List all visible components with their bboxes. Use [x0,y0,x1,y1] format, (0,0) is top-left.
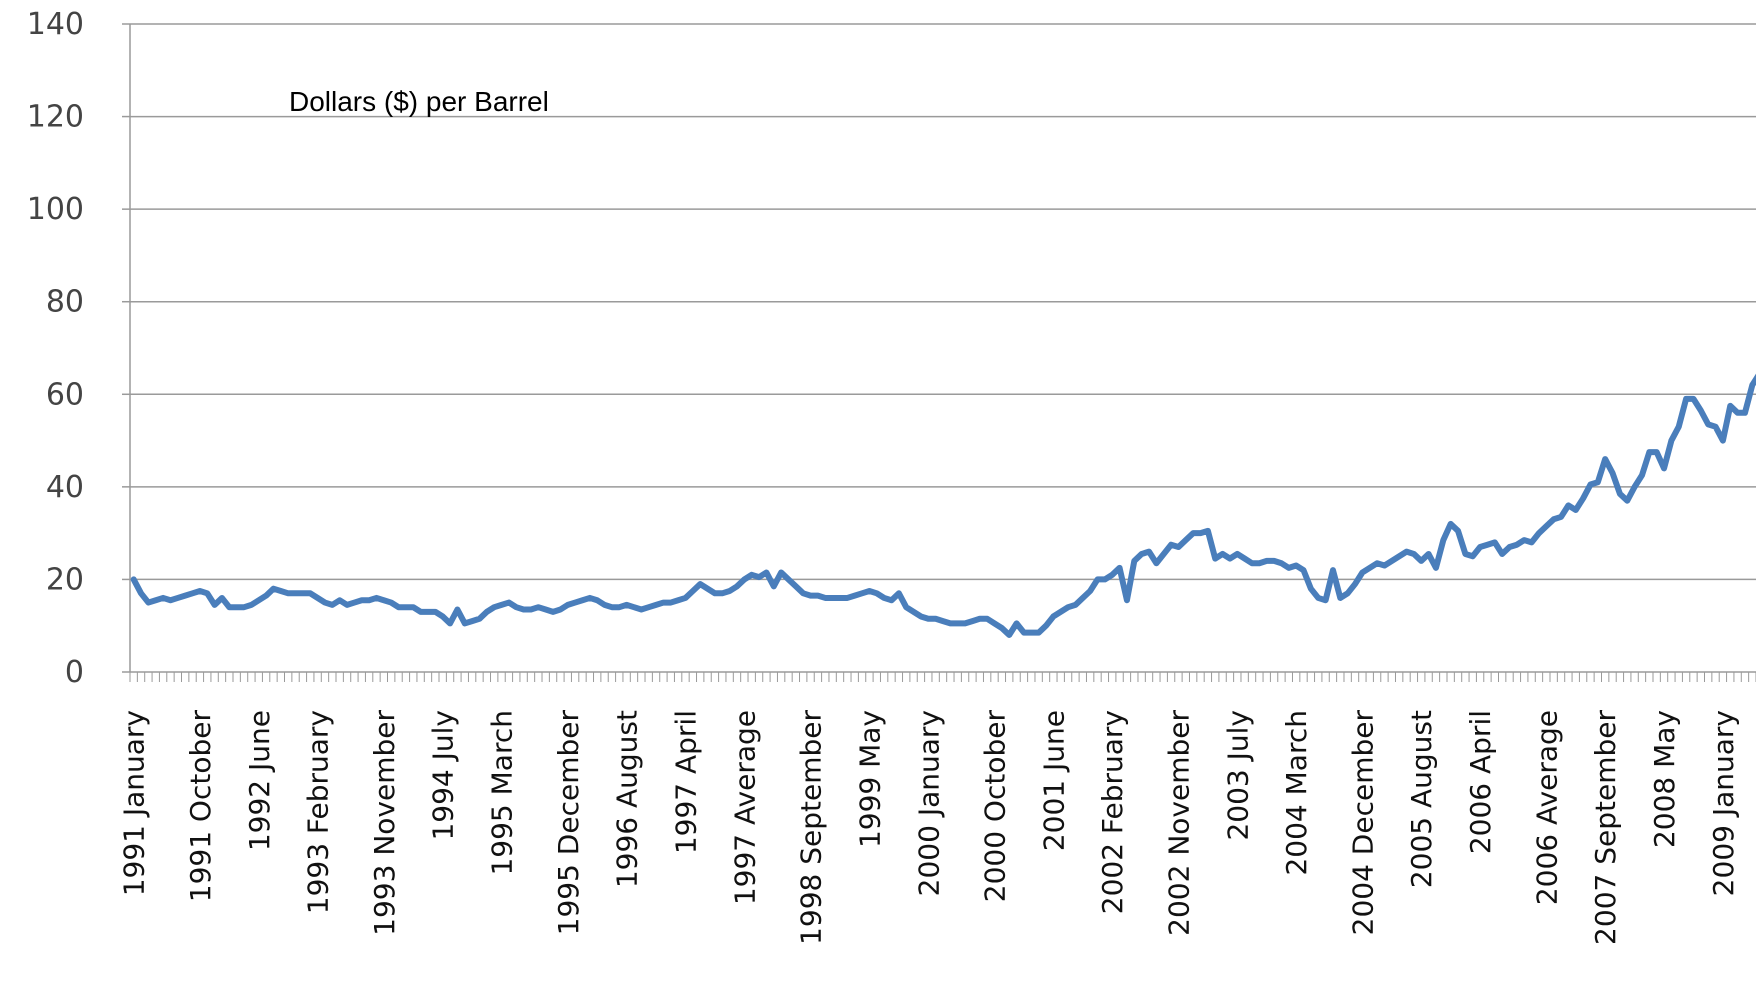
x-tick-label: 2004 March [1280,710,1313,876]
x-tick-label: 2000 January [912,710,945,896]
y-axis: 0 20 40 60 80 100 120 140 [27,7,131,690]
x-tick-label: 2002 February [1096,710,1129,914]
x-tick-label: 1991 January [118,710,151,896]
x-tick-label: 1995 December [552,710,585,936]
x-axis: 1991 January 1991 October 1992 June 1993 Fe… [118,671,1756,945]
y-tick-label: 40 [46,470,84,505]
y-tick-label: 60 [46,377,84,412]
x-tick-label: 1992 June [243,710,276,851]
x-tick-label: 1991 October [184,710,217,903]
x-tick-label: 1998 September [795,710,828,945]
x-tick-label: 1999 May [853,710,886,848]
x-tick-label: 1996 August [611,710,644,888]
x-tick-label: 2008 May [1648,710,1681,848]
chart-annotation: Dollars ($) per Barrel [289,86,549,117]
x-tick-label: 2003 July [1221,710,1254,841]
x-tick-label: 2006 April [1464,710,1497,854]
gridlines [130,23,1756,581]
price-series-line [130,373,1756,638]
x-tick-label: 1993 February [302,710,335,914]
x-tick-label: 1993 November [368,710,401,936]
x-tick-label: 2004 December [1346,710,1379,936]
x-tick-label: 2000 October [979,710,1012,903]
y-tick-label: 20 [46,562,84,597]
y-tick-label: 0 [65,655,84,690]
y-tick-label: 140 [27,7,84,42]
series [130,373,1756,638]
y-tick-label: 120 [27,100,84,135]
x-tick-label: 2005 August [1405,710,1438,888]
y-tick-label: 80 [46,285,84,320]
x-tick-label: 1997 Average [728,710,761,905]
x-tick-label: 2006 Average [1530,710,1563,905]
x-tick-label: 2001 June [1037,710,1070,851]
x-tick-label: 1995 March [486,710,519,876]
y-tick-label: 100 [27,192,84,227]
x-tick-label: 2009 January [1707,710,1740,896]
x-tick-label: 1994 July [427,710,460,841]
x-tick-label: 1997 April [669,710,702,854]
x-tick-label: 2002 November [1162,710,1195,936]
x-tick-label: 2007 September [1589,710,1622,945]
